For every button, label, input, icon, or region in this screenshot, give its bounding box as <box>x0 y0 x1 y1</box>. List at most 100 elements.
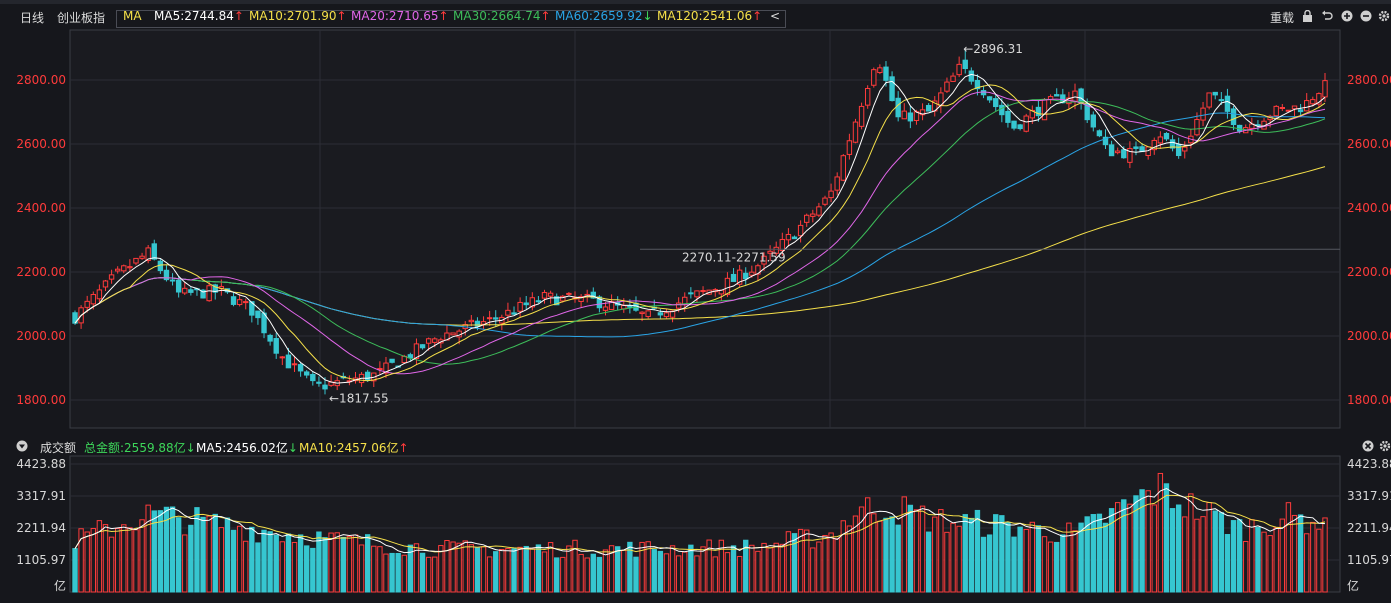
candle-body <box>590 291 596 299</box>
volume-bar <box>157 510 164 593</box>
volume-bar <box>566 545 572 593</box>
volume-bar <box>261 529 267 593</box>
candle-body <box>944 81 950 92</box>
candle <box>1011 120 1017 131</box>
candle-body <box>279 356 286 359</box>
volume-bar <box>102 524 109 593</box>
volume-bar <box>1072 530 1078 593</box>
candle-body <box>432 338 438 343</box>
candle-body <box>145 247 151 261</box>
candle <box>255 310 261 325</box>
volume-bar <box>371 545 377 593</box>
price-tick-label-right: 2600.00 <box>1347 137 1391 151</box>
collapse-volume-icon[interactable] <box>16 440 28 452</box>
candle-body <box>974 79 981 90</box>
candle <box>108 269 115 284</box>
candle-body <box>102 280 109 288</box>
candle-body <box>133 257 139 264</box>
volume-bar <box>480 546 487 593</box>
volume-bar <box>444 540 450 593</box>
candle-body <box>700 290 706 293</box>
volume-bar <box>986 534 993 593</box>
candle-body <box>749 271 755 276</box>
candle-body <box>383 362 389 374</box>
volume-bar <box>1249 519 1255 593</box>
index-name[interactable]: 创业板指 <box>57 11 106 25</box>
candle <box>182 282 188 296</box>
restore-button[interactable]: 重载 <box>1270 11 1295 25</box>
volume-ma5: MA5:2456.02亿↓ <box>196 441 298 455</box>
candle <box>1054 88 1060 97</box>
candle-body <box>919 109 926 116</box>
undo-icon[interactable] <box>1321 10 1333 22</box>
volume-bar <box>1114 502 1121 593</box>
candle-body <box>828 190 834 199</box>
candle-body <box>236 299 243 306</box>
candle-body <box>1041 98 1048 121</box>
volume-bar <box>1273 527 1279 593</box>
period-label[interactable]: 日线 <box>20 11 45 25</box>
candle-body <box>627 305 633 308</box>
volume-bar <box>712 556 718 593</box>
zoom-in-icon[interactable] <box>1341 10 1353 22</box>
candle <box>700 286 706 295</box>
volume-bar <box>816 541 822 593</box>
volume-bar <box>1261 531 1267 593</box>
candle-body <box>1072 90 1078 102</box>
low-annotation: ←1817.55 <box>329 391 389 405</box>
candle-body <box>243 301 249 304</box>
candle <box>993 94 999 111</box>
candle-body <box>1078 88 1084 104</box>
collapse-indicators-icon[interactable]: < <box>770 9 781 23</box>
candle <box>102 279 109 292</box>
candle <box>694 290 700 303</box>
zoom-out-icon[interactable] <box>1360 10 1372 22</box>
volume-bar <box>1169 508 1176 593</box>
volume-bar <box>267 531 273 593</box>
candle <box>541 289 548 304</box>
candle-body <box>407 354 414 359</box>
volume-bar <box>1054 541 1060 593</box>
lock-icon[interactable] <box>1301 10 1313 22</box>
volume-settings-icon[interactable] <box>1379 440 1391 452</box>
candle-body <box>840 155 846 181</box>
indicator-ma5: MA5:2744.84↑ <box>154 9 244 23</box>
candle <box>493 310 499 327</box>
chart-canvas[interactable]: 1800.00 1800.00 2000.00 2000.00 2200.00 2200.… <box>0 28 1391 603</box>
candle <box>956 56 962 78</box>
volume-bar <box>755 550 761 593</box>
candle-body <box>822 197 828 205</box>
candle-body <box>304 371 310 376</box>
ma-label[interactable]: MA <box>123 9 142 23</box>
volume-bar <box>974 509 981 593</box>
candle-body <box>596 296 603 309</box>
volume-label[interactable]: 成交额 <box>40 441 77 455</box>
volume-bar <box>389 552 395 593</box>
volume-ma-lines <box>74 487 1326 556</box>
volume-ma10: MA10:2457.06亿↑ <box>299 441 409 455</box>
candle <box>554 293 560 306</box>
volume-bar <box>425 556 432 593</box>
candle <box>822 195 828 207</box>
settings-icon[interactable] <box>1378 10 1390 22</box>
candle <box>688 287 694 299</box>
candle-body <box>1005 110 1011 123</box>
candle <box>535 296 542 304</box>
volume-bar <box>84 531 90 593</box>
price-tick-label-left: 2000.00 <box>16 329 66 343</box>
candle <box>1206 92 1212 110</box>
candle <box>169 273 176 286</box>
candle-body <box>1151 139 1157 151</box>
volume-bar <box>419 552 426 593</box>
candle-body <box>736 269 743 285</box>
candle-body <box>730 273 737 282</box>
candle <box>1182 141 1188 159</box>
candle-body <box>889 76 895 102</box>
candle-body <box>1127 148 1133 163</box>
close-volume-icon[interactable] <box>1362 440 1374 452</box>
volume-bar <box>675 555 682 593</box>
price-tick-label-left: 2400.00 <box>16 201 66 215</box>
volume-bar <box>1230 520 1237 593</box>
candle-body <box>249 301 255 316</box>
volume-bar <box>767 547 773 593</box>
